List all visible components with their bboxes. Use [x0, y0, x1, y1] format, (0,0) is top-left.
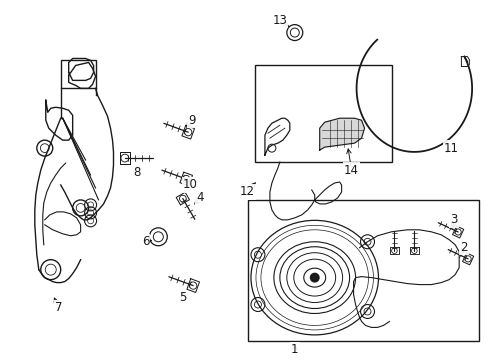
Text: 11: 11	[443, 141, 458, 155]
Text: 4: 4	[196, 192, 203, 204]
Polygon shape	[319, 118, 364, 150]
Text: 13: 13	[272, 14, 287, 27]
Text: 5: 5	[179, 291, 186, 304]
Bar	[247, 200, 478, 341]
Text: 8: 8	[133, 166, 141, 179]
Circle shape	[309, 273, 319, 283]
Text: 6: 6	[142, 235, 149, 248]
Text: 9: 9	[188, 114, 196, 127]
Text: 1: 1	[290, 343, 298, 356]
Text: 7: 7	[55, 301, 62, 314]
Text: 14: 14	[344, 163, 358, 176]
Text: 3: 3	[449, 213, 457, 226]
Text: 10: 10	[183, 179, 197, 192]
Bar	[254, 66, 392, 162]
Text: 12: 12	[239, 185, 254, 198]
Text: 2: 2	[460, 241, 467, 254]
Bar	[61, 60, 95, 88]
